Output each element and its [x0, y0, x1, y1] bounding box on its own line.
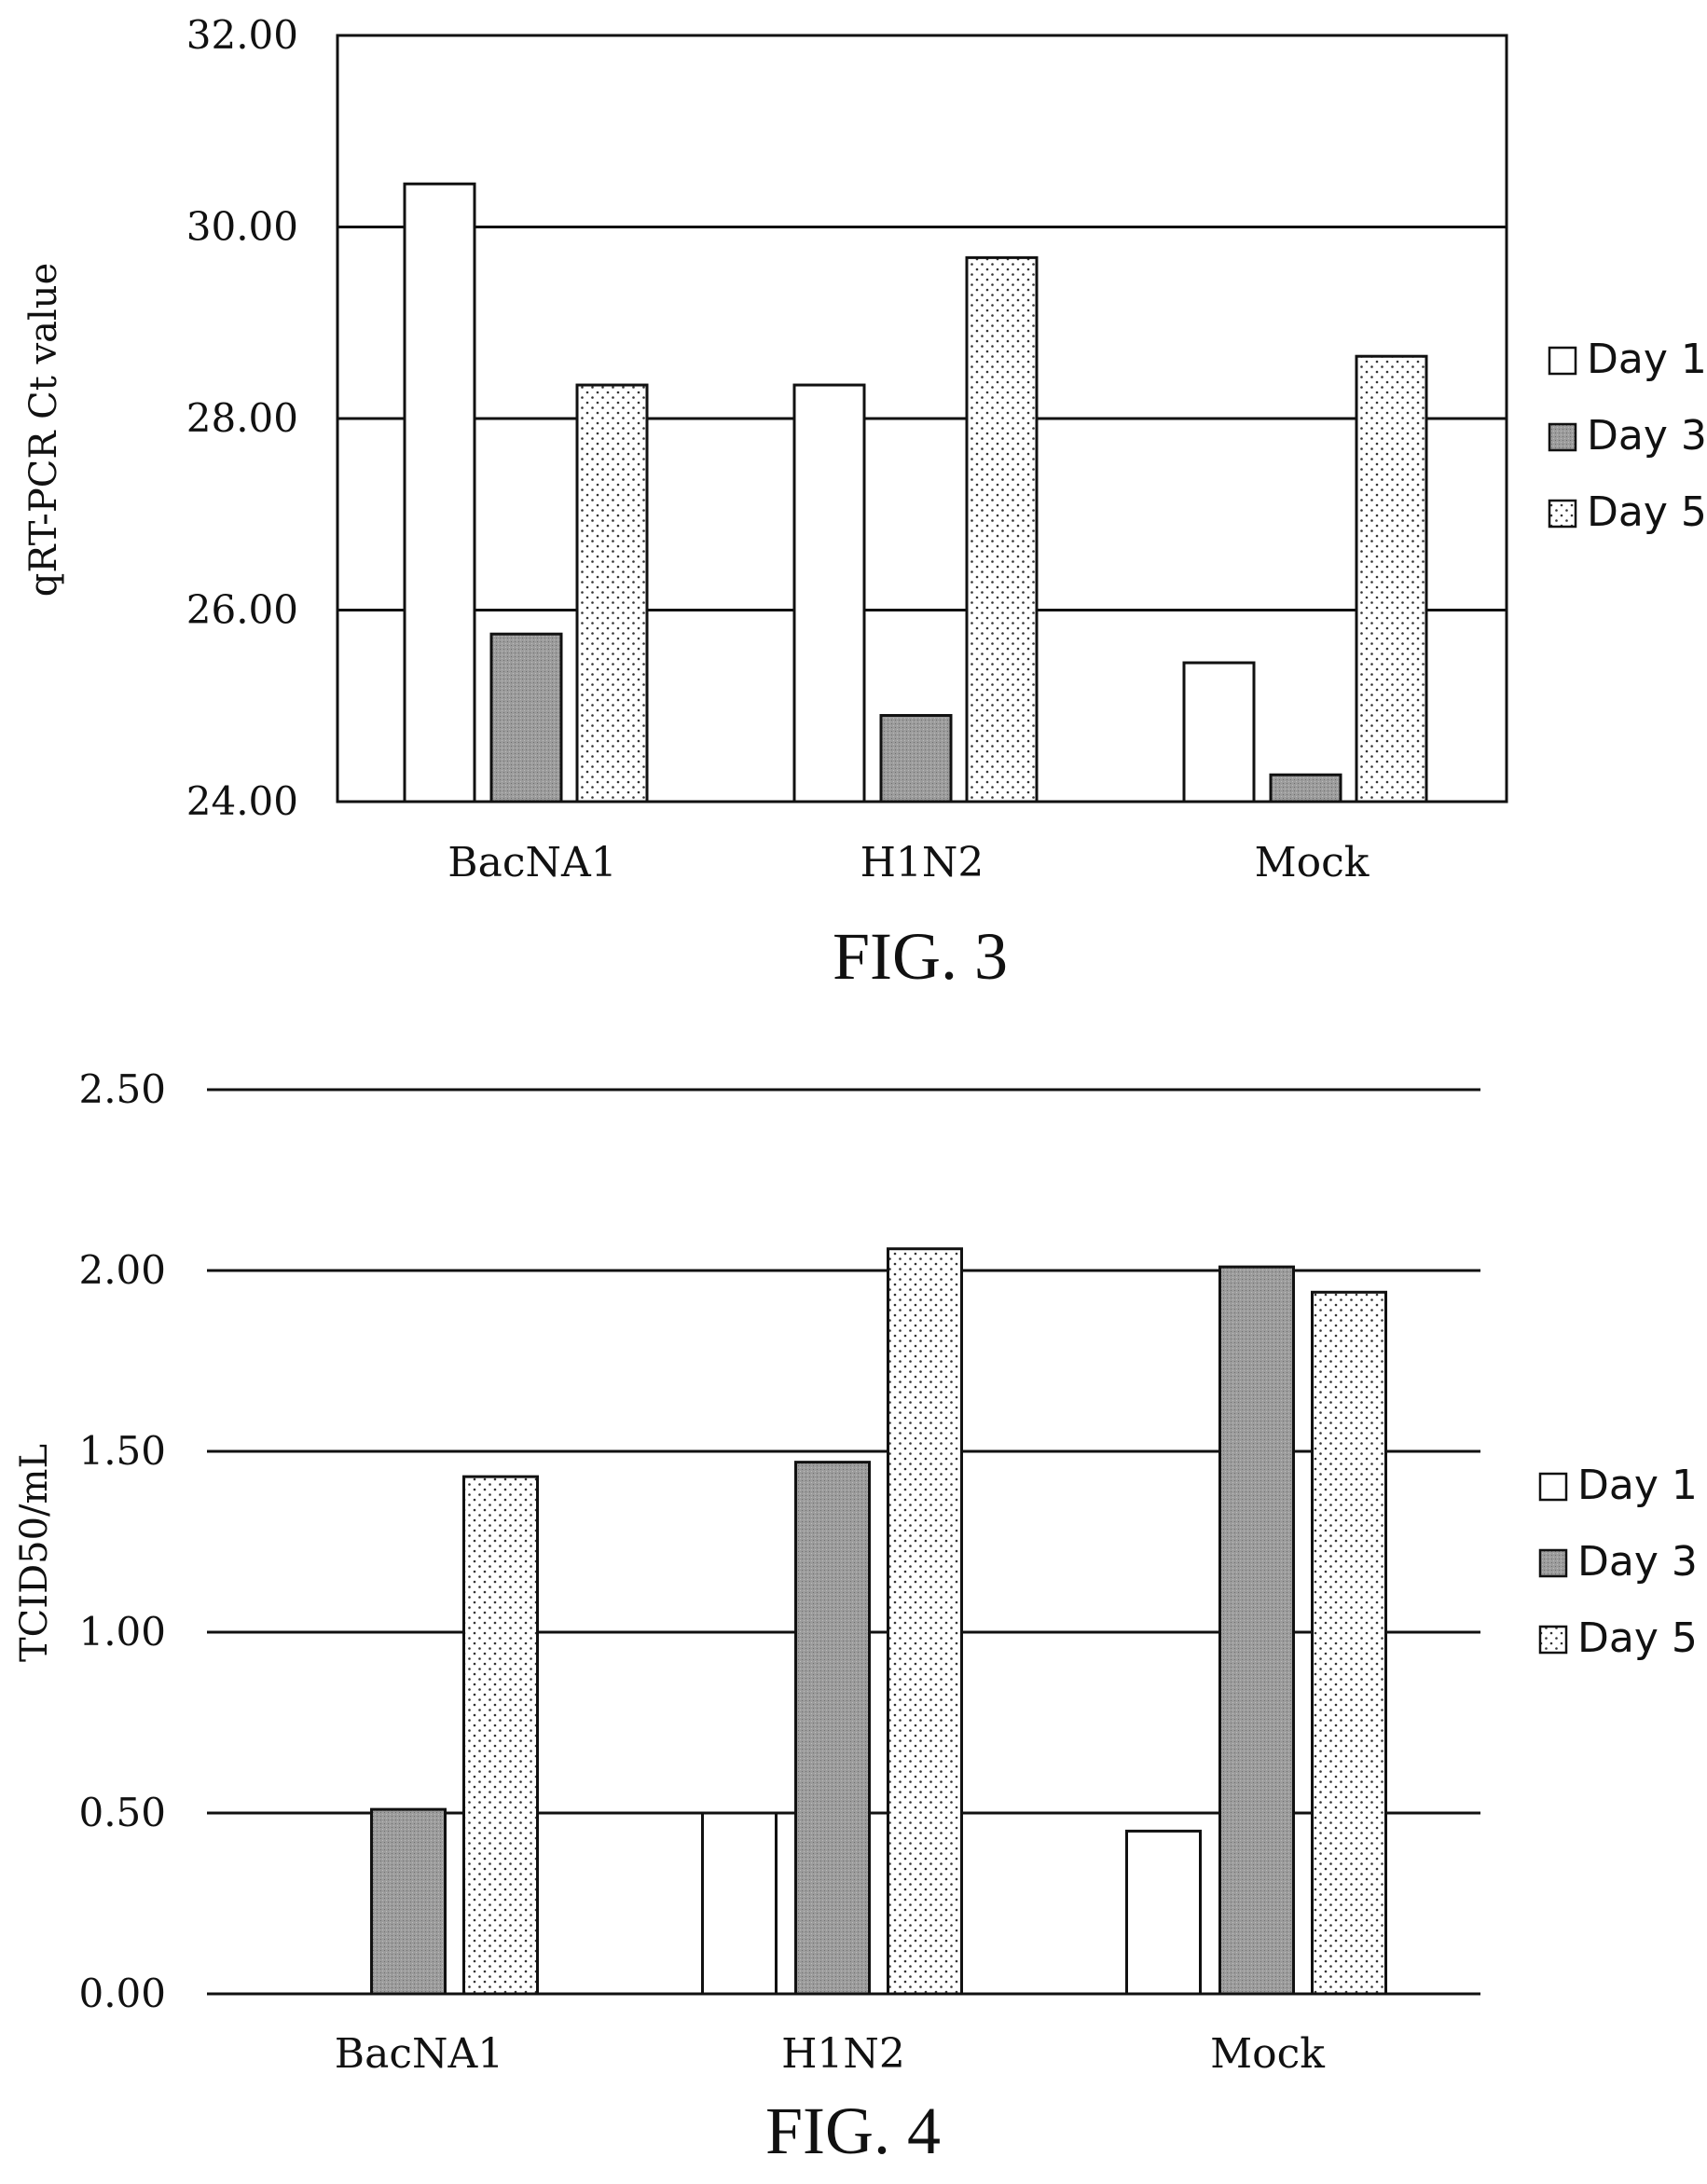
y-tick-label: 30.00	[186, 204, 298, 250]
x-category-label: BacNA1	[335, 2030, 503, 2078]
legend-label: Day 5	[1577, 1614, 1698, 1662]
legend-label: Day 3	[1587, 412, 1707, 460]
legend-label: Day 3	[1577, 1538, 1698, 1586]
bar-h1n2-day5	[887, 1247, 963, 1996]
legend-swatch	[1548, 346, 1577, 376]
x-category-label: BacNA1	[447, 839, 616, 886]
y-tick-label: 1.50	[78, 1428, 166, 1474]
figure-caption: FIG. 3	[833, 919, 1008, 994]
bar-mock-day3	[1269, 773, 1342, 804]
fig3-chart: 24.00 26.00 28.00 30.00 32.00 BacNA1 H1N2 Mock q…	[22, 12, 1707, 994]
bar-h1n2-day1	[701, 1811, 778, 1996]
bar-mock-day1	[1125, 1829, 1202, 1996]
bar-bacna1-day3	[370, 1807, 447, 1996]
legend-swatch	[1538, 1548, 1568, 1578]
bar-h1n2-day3	[879, 714, 953, 804]
bar-bacna1-day5	[462, 1475, 539, 1996]
y-tick-label: 2.50	[78, 1066, 166, 1112]
legend-swatch	[1538, 1625, 1568, 1655]
bar-mock-day5	[1311, 1290, 1387, 1996]
legend-swatch	[1538, 1472, 1568, 1502]
y-tick-label: 24.00	[186, 778, 298, 824]
bar-mock-day1	[1182, 661, 1256, 804]
x-category-label: Mock	[1255, 839, 1370, 886]
legend-swatch	[1548, 422, 1577, 452]
bar-mock-day3	[1218, 1265, 1295, 1996]
y-tick-label: 1.00	[78, 1609, 166, 1655]
x-category-label: H1N2	[860, 839, 984, 886]
legend-label: Day 5	[1587, 488, 1707, 536]
x-category-label: Mock	[1210, 2030, 1325, 2078]
legend-swatch	[1548, 499, 1577, 529]
bar-mock-day5	[1355, 354, 1428, 804]
y-tick-label: 28.00	[186, 395, 298, 441]
bar-bacna1-day5	[575, 383, 649, 804]
bar-bacna1-day3	[489, 632, 563, 804]
legend-label: Day 1	[1587, 336, 1707, 383]
figure-caption: FIG. 4	[765, 2094, 941, 2168]
y-tick-label: 0.50	[78, 1790, 166, 1835]
bar-h1n2-day3	[794, 1461, 871, 1996]
y-tick-label: 0.00	[78, 1971, 166, 2016]
bar-bacna1-day1	[403, 182, 476, 804]
y-tick-label: 2.00	[78, 1247, 166, 1293]
y-tick-label: 32.00	[186, 12, 298, 58]
y-axis-label: qRT-PCR Ct value	[22, 263, 65, 597]
bar-h1n2-day1	[792, 383, 866, 804]
bar-h1n2-day5	[965, 255, 1039, 804]
y-axis-label: TCID50/mL	[13, 1444, 56, 1662]
x-category-label: H1N2	[781, 2030, 905, 2078]
legend-label: Day 1	[1577, 1462, 1698, 1509]
fig4-chart: 0.00 0.50 1.00 1.50 2.00 2.50 BacNA1 H1N2 Mock TC…	[13, 1066, 1698, 2168]
y-tick-label: 26.00	[186, 587, 298, 633]
